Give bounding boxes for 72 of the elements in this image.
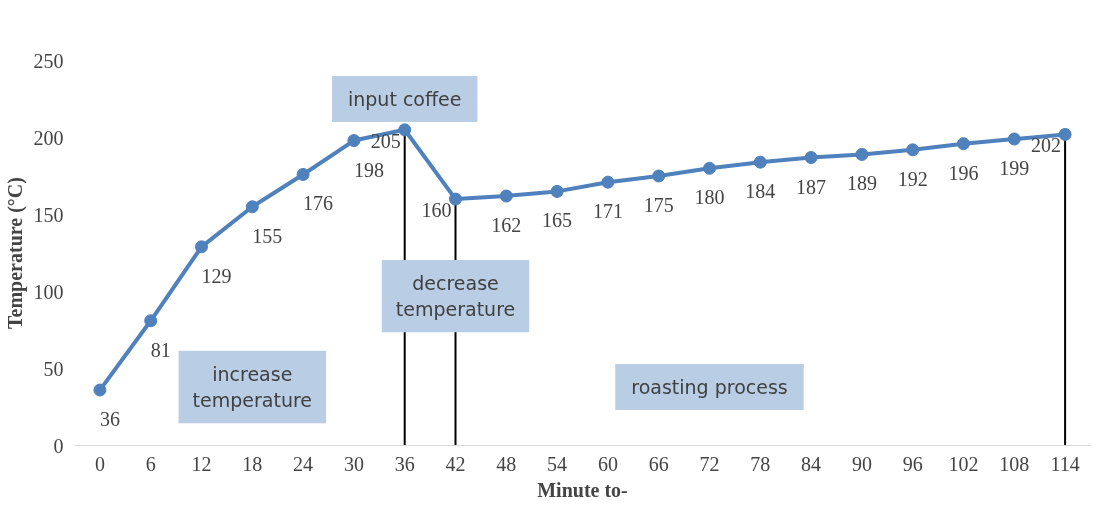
- x-axis-title: Minute to-: [537, 478, 628, 501]
- data-label: 180: [694, 186, 725, 209]
- y-tick-label: 50: [43, 357, 64, 380]
- point: [296, 167, 310, 181]
- annotation: increase temperature: [192, 362, 313, 412]
- point: [753, 155, 767, 169]
- data-label: 171: [592, 200, 623, 223]
- x-tick-label: 108: [999, 452, 1030, 475]
- x-tick-label: 54: [547, 452, 568, 475]
- x-tick-label: 48: [496, 452, 517, 475]
- x-tick-label: 114: [1050, 452, 1080, 475]
- x-tick-label: 84: [801, 452, 822, 475]
- x-tick-label: 24: [293, 452, 314, 475]
- y-tick-label: 250: [33, 49, 64, 72]
- x-tick-label: 0: [94, 452, 105, 475]
- point: [957, 137, 970, 151]
- point: [855, 147, 869, 161]
- point: [906, 143, 920, 157]
- point: [398, 123, 412, 137]
- x-tick-label: 60: [597, 452, 618, 475]
- x-tick-label: 36: [394, 452, 415, 475]
- point: [1007, 132, 1021, 146]
- data-label: 160: [421, 199, 452, 222]
- point: [703, 161, 716, 175]
- data-label: 202: [1031, 134, 1062, 157]
- point: [347, 134, 361, 148]
- x-tick-label: 72: [699, 452, 720, 475]
- data-label: 165: [542, 209, 573, 232]
- x-tick-label: 66: [648, 452, 669, 475]
- y-axis-title: Temperature (°C): [3, 177, 27, 329]
- data-label: 196: [948, 161, 979, 184]
- data-label: 36: [99, 408, 120, 431]
- y-tick-label: 0: [53, 434, 64, 457]
- point: [1058, 127, 1072, 141]
- data-label: 129: [201, 264, 232, 287]
- point: [93, 383, 107, 397]
- point: [499, 189, 513, 203]
- point: [195, 240, 208, 254]
- data-label: 175: [643, 194, 674, 216]
- point: [601, 175, 615, 189]
- x-tick-label: 42: [445, 452, 466, 475]
- point: [652, 169, 666, 183]
- data-label: 198: [353, 158, 384, 181]
- data-label: 176: [303, 192, 334, 215]
- point: [144, 314, 158, 328]
- y-tick-label: 100: [33, 280, 64, 303]
- x-tick-label: 78: [750, 452, 771, 475]
- data-label: 162: [491, 214, 522, 237]
- annotation: decrease temperature: [395, 271, 516, 321]
- data-label: 184: [745, 180, 776, 203]
- y-tick-label: 150: [33, 203, 64, 226]
- x-tick-label: 102: [948, 452, 979, 475]
- data-label: 199: [999, 157, 1030, 180]
- x-tick-label: 90: [851, 452, 872, 475]
- point: [245, 200, 259, 214]
- data-label: 205: [370, 129, 401, 152]
- data-label: 192: [897, 167, 928, 190]
- data-label: 189: [846, 172, 877, 195]
- annotation: input coffee: [347, 88, 462, 110]
- x-tick-label: 30: [343, 452, 364, 475]
- x-tick-label: 6: [145, 452, 156, 475]
- data-label: 187: [796, 175, 827, 198]
- point: [804, 151, 818, 165]
- annotation: roasting process: [631, 375, 788, 398]
- point: [449, 192, 462, 206]
- x-tick-label: 18: [242, 452, 263, 475]
- data-label: 81: [150, 338, 171, 361]
- y-tick-label: 200: [33, 126, 64, 149]
- x-tick-label: 96: [902, 452, 923, 475]
- x-tick-label: 12: [191, 452, 212, 475]
- point: [550, 184, 564, 198]
- data-label: 155: [252, 224, 283, 247]
